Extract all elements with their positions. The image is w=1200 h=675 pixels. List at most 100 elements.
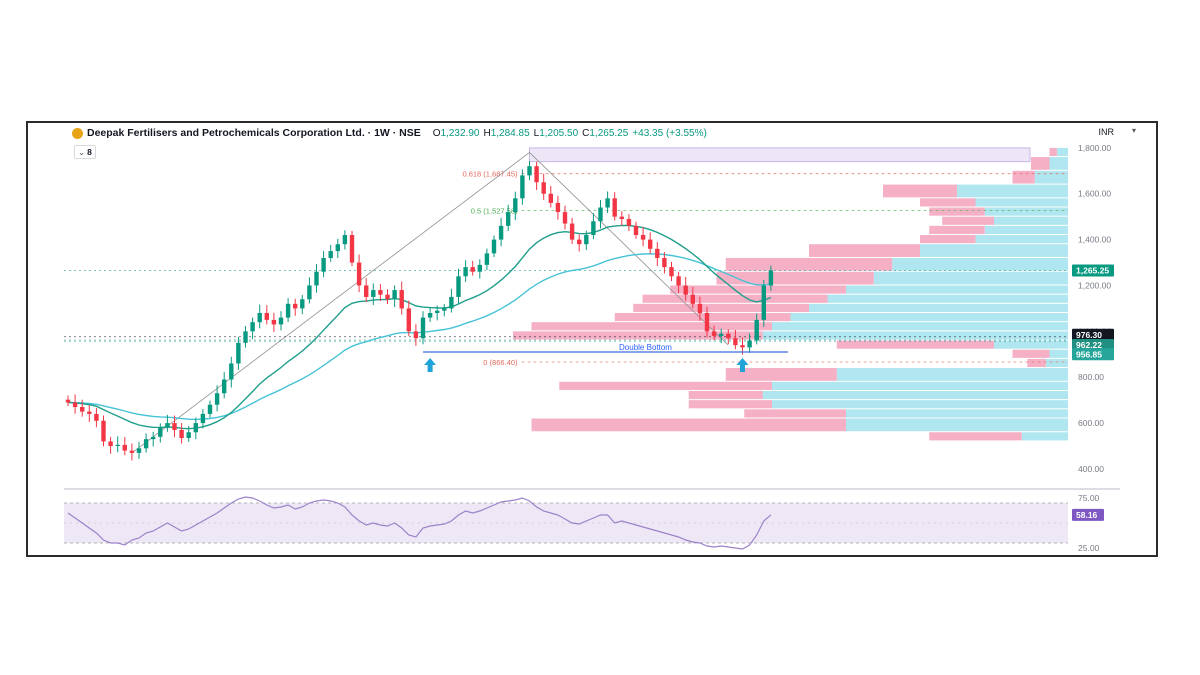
volume-profile-down-bar <box>614 313 791 322</box>
price-label-text: 962.22 <box>1076 340 1102 350</box>
candle-body <box>264 313 269 320</box>
volume-profile-down-bar <box>1027 358 1046 368</box>
volume-profile-down-bar <box>1012 349 1050 358</box>
candle-body <box>584 235 589 245</box>
candle-body <box>356 262 362 286</box>
volume-profile-up-bar <box>772 381 1068 390</box>
candle-body <box>399 290 404 309</box>
candle-body <box>222 379 227 394</box>
candle-body <box>420 317 426 339</box>
volume-profile-up-bar <box>873 271 1068 285</box>
candle-body <box>335 244 340 252</box>
up-arrow-icon <box>736 357 749 372</box>
open-value: 1,232.90 <box>440 127 480 139</box>
price-axis-tick: 1,200.00 <box>1078 280 1111 290</box>
symbol-title[interactable]: Deepak Fertilisers and Petrochemicals Co… <box>87 127 421 139</box>
volume-profile-down-bar <box>688 400 772 409</box>
candle-body <box>257 313 262 323</box>
close-value: 1,265.25 <box>589 127 629 139</box>
volume-profile-down-bar <box>883 184 957 198</box>
volume-profile-up-bar <box>827 294 1068 303</box>
candle-body <box>761 285 766 320</box>
high-label: H <box>483 127 491 139</box>
candle-body <box>555 202 561 213</box>
indicators-toggle[interactable]: ⌄ 8 <box>74 145 96 159</box>
volume-profile-up-bar <box>790 313 1068 322</box>
candle-body <box>342 235 348 245</box>
chart-window: 0.618 (1,687.45) 0.5 (1,527.58) 0 (866.40)… <box>26 121 1158 557</box>
volume-profile-down-bar <box>633 303 809 312</box>
double-bottom-label: Double Bottom <box>619 343 672 352</box>
candle-body <box>626 218 632 226</box>
volume-profile-down-bar <box>716 271 874 285</box>
price-label-badge <box>1072 348 1114 361</box>
volume-profile-up-bar <box>975 235 1068 244</box>
candle-body <box>328 251 333 258</box>
candle-body <box>94 413 99 421</box>
candle-body <box>719 333 724 336</box>
volume-profile-up-bar <box>994 216 1068 225</box>
chart-canvas[interactable]: 0.618 (1,687.45) 0.5 (1,527.58) 0 (866.40)… <box>28 123 1156 555</box>
volume-profile-down-bar <box>1049 147 1057 157</box>
volume-profile-up-bar <box>762 390 1068 400</box>
volume-profile-up-bar <box>846 409 1068 418</box>
volume-profile-down-bar <box>559 381 772 390</box>
candle-body <box>72 402 78 408</box>
candle-body <box>307 285 312 300</box>
volume-profile-down-bar <box>531 418 846 432</box>
candle-body <box>143 439 149 449</box>
volume-profile-up-bar <box>984 225 1068 235</box>
volume-profile-down-bar <box>920 198 976 207</box>
volume-profile-down-bar <box>513 331 763 340</box>
candle-body <box>108 441 113 447</box>
candle-body <box>477 264 482 272</box>
candle-body <box>491 239 497 254</box>
rsi-band <box>64 503 1068 543</box>
currency-selector[interactable]: INR <box>1098 127 1115 137</box>
candle-body <box>136 448 142 453</box>
candle-body <box>591 221 596 236</box>
candle-body <box>569 223 575 240</box>
candle-body <box>427 313 433 318</box>
candle-body <box>548 193 553 203</box>
candle-body <box>200 413 206 424</box>
volume-profile-down-bar <box>531 322 772 331</box>
volume-profile-up-bar <box>920 244 1068 257</box>
company-logo <box>72 127 83 139</box>
volume-profile-up-bar <box>836 368 1068 381</box>
candle-body <box>754 319 759 341</box>
candle-body <box>186 432 191 438</box>
candle-body <box>605 198 610 208</box>
volume-profile-up-bar <box>975 198 1068 207</box>
price-label-text: 976.30 <box>1076 330 1102 340</box>
candle-body <box>122 444 127 451</box>
candle-body <box>655 248 660 258</box>
volume-profile-up-bar <box>846 285 1068 294</box>
candle-body <box>435 310 440 313</box>
candle-body <box>364 285 369 297</box>
candle-body <box>577 239 582 245</box>
volume-profile-up-bar <box>809 303 1068 312</box>
candle-body <box>165 423 170 428</box>
candle-body <box>378 290 383 295</box>
volume-profile-down-bar <box>725 368 837 381</box>
ema-fast-line <box>67 224 772 430</box>
volume-profile-up-bar <box>772 400 1068 409</box>
volume-profile-up-bar <box>957 184 1068 198</box>
candle-body <box>158 427 163 437</box>
candle-body <box>697 303 703 313</box>
price-axis-tick: 1,800.00 <box>1078 143 1111 153</box>
candle-body <box>392 290 397 300</box>
candle-body <box>293 303 298 309</box>
price-axis-tick: 600.00 <box>1078 418 1104 428</box>
caret-down-icon[interactable]: ▾ <box>1131 126 1136 135</box>
volume-profile-down-bar <box>929 207 985 216</box>
candle-body <box>704 313 710 332</box>
price-label-badge <box>1072 328 1114 341</box>
candle-body <box>314 271 319 286</box>
fib-level-label: 0.5 (1,527.58) <box>471 206 518 215</box>
candle-body <box>385 294 390 300</box>
candle-body <box>598 207 603 222</box>
volume-profile-up-bar <box>762 331 1068 340</box>
volume-profile-down-bar <box>942 216 994 225</box>
